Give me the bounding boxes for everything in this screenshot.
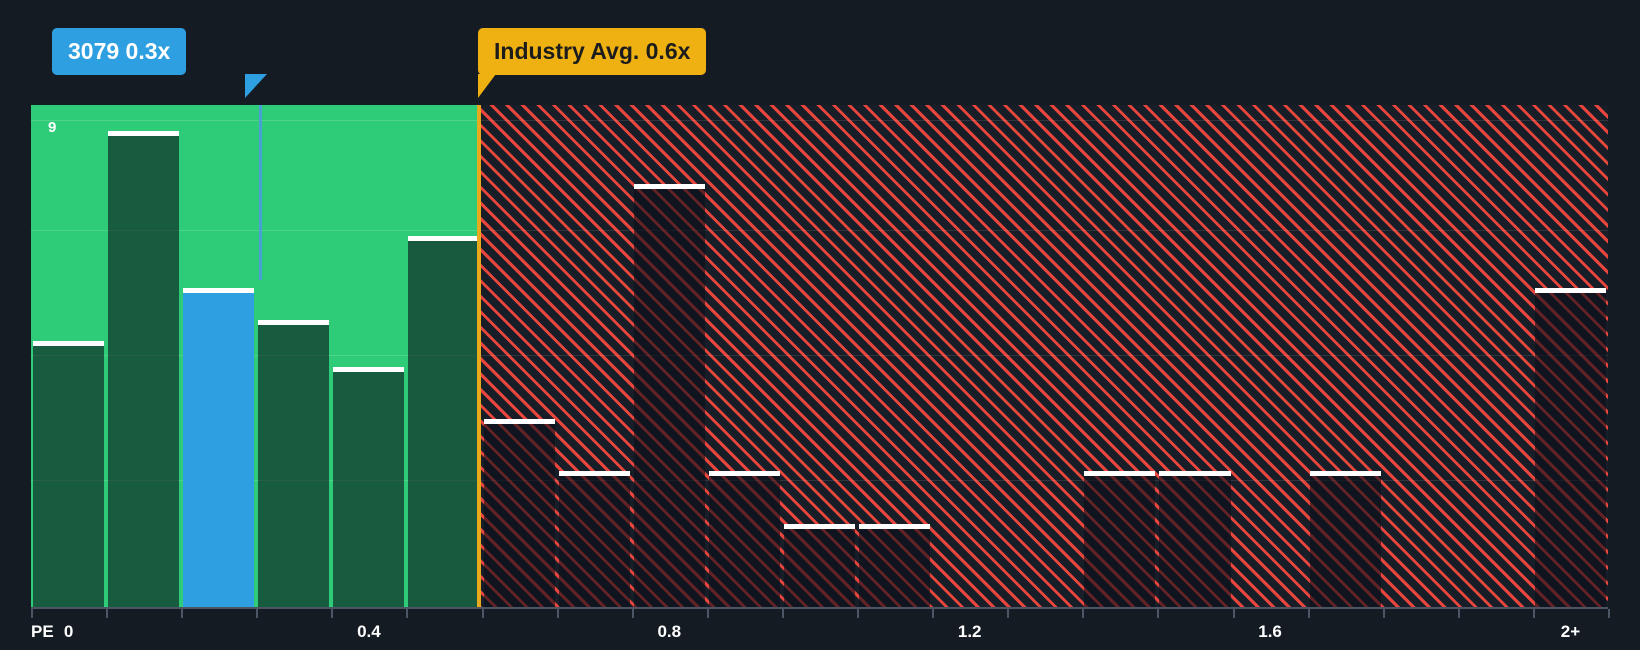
x-axis-tick	[481, 609, 484, 618]
bar-cap	[183, 288, 255, 294]
x-axis-tick-label: 1.6	[1258, 622, 1282, 641]
histogram-bar[interactable]	[1159, 471, 1231, 607]
x-axis-tick	[1457, 609, 1460, 618]
bar-cap	[859, 523, 931, 529]
x-axis-tick	[1608, 609, 1610, 618]
x-axis-line	[31, 607, 1608, 609]
x-axis-tick	[106, 609, 109, 618]
x-axis-tick-label: 0.4	[357, 622, 381, 641]
gridline	[31, 120, 478, 121]
histogram-bar[interactable]	[408, 235, 480, 607]
plot-area: No. of Companies	[31, 105, 1608, 607]
gridline	[478, 230, 1608, 231]
x-axis-tick	[857, 609, 860, 618]
bar-cap	[483, 418, 555, 424]
x-axis-tick	[1232, 609, 1235, 618]
x-axis-tick-label: 1.2	[957, 622, 982, 641]
x-axis-tick	[781, 609, 784, 618]
x-axis-tick	[706, 609, 709, 618]
bar-cap	[1534, 288, 1606, 294]
x-axis-tick	[1307, 609, 1310, 618]
histogram-bar[interactable]	[33, 340, 105, 607]
histogram-bar[interactable]	[783, 523, 856, 607]
histogram-bar[interactable]	[1534, 288, 1606, 607]
x-axis-tick	[1007, 609, 1010, 618]
y-axis-max-label: 9	[48, 119, 57, 136]
x-axis-tick	[1532, 609, 1535, 618]
histogram-bar[interactable]	[258, 319, 330, 607]
bar-cap	[1309, 471, 1381, 477]
x-axis-tick	[1157, 609, 1160, 618]
x-axis-tick	[932, 609, 935, 618]
company-callout-tail	[245, 74, 267, 98]
gridline	[478, 355, 1608, 356]
gridline	[478, 120, 1608, 121]
x-axis-tick	[256, 609, 259, 618]
x-axis-tick	[1082, 609, 1085, 618]
histogram-bar[interactable]	[558, 471, 630, 607]
bar-cap	[633, 183, 705, 189]
x-axis-prefix-label: PE	[31, 622, 54, 641]
industry-callout-tail	[478, 74, 496, 98]
bar-cap	[783, 523, 856, 529]
histogram-bar[interactable]	[1309, 471, 1381, 607]
bar-cap	[33, 340, 105, 346]
gridline	[31, 230, 478, 231]
company-callout-label: 3079 0.3x	[68, 38, 171, 64]
industry-marker-line	[477, 105, 481, 607]
x-axis-tick	[631, 609, 634, 618]
company-callout[interactable]: 3079 0.3x	[52, 28, 187, 75]
histogram-bar[interactable]	[183, 288, 255, 607]
histogram-bar[interactable]	[633, 183, 705, 607]
x-axis-tick	[181, 609, 184, 618]
histogram-bar[interactable]	[1084, 471, 1156, 607]
x-axis-tick	[331, 609, 334, 618]
bar-cap	[558, 471, 630, 477]
company-marker-line	[259, 105, 262, 280]
bar-cap	[333, 366, 405, 372]
x-axis-tick-label: 2+	[1560, 622, 1581, 641]
gridline	[478, 480, 1608, 481]
gridline	[31, 355, 478, 356]
bar-cap	[108, 131, 180, 137]
x-axis-tick	[556, 609, 559, 618]
bar-cap	[1084, 471, 1156, 477]
gridline	[31, 480, 478, 481]
histogram-bar[interactable]	[708, 471, 780, 607]
x-axis-tick	[31, 609, 33, 618]
x-axis-tick-label: 0.8	[657, 622, 682, 641]
histogram-bar[interactable]	[108, 131, 180, 607]
y-axis-title: No. of Companies	[31, 105, 53, 607]
x-axis-tick	[1382, 609, 1385, 618]
bar-cap	[258, 319, 330, 325]
bar-cap	[408, 235, 480, 241]
histogram-bar[interactable]	[859, 523, 931, 607]
bar-cap	[708, 471, 780, 477]
industry-callout-label: Industry Avg. 0.6x	[494, 38, 691, 64]
x-axis-tick	[406, 609, 409, 618]
bar-cap	[1159, 471, 1231, 477]
industry-callout[interactable]: Industry Avg. 0.6x	[478, 28, 707, 75]
x-axis-tick-label: 0	[63, 622, 74, 641]
histogram-bar[interactable]	[483, 418, 555, 607]
histogram-bar[interactable]	[333, 366, 405, 607]
